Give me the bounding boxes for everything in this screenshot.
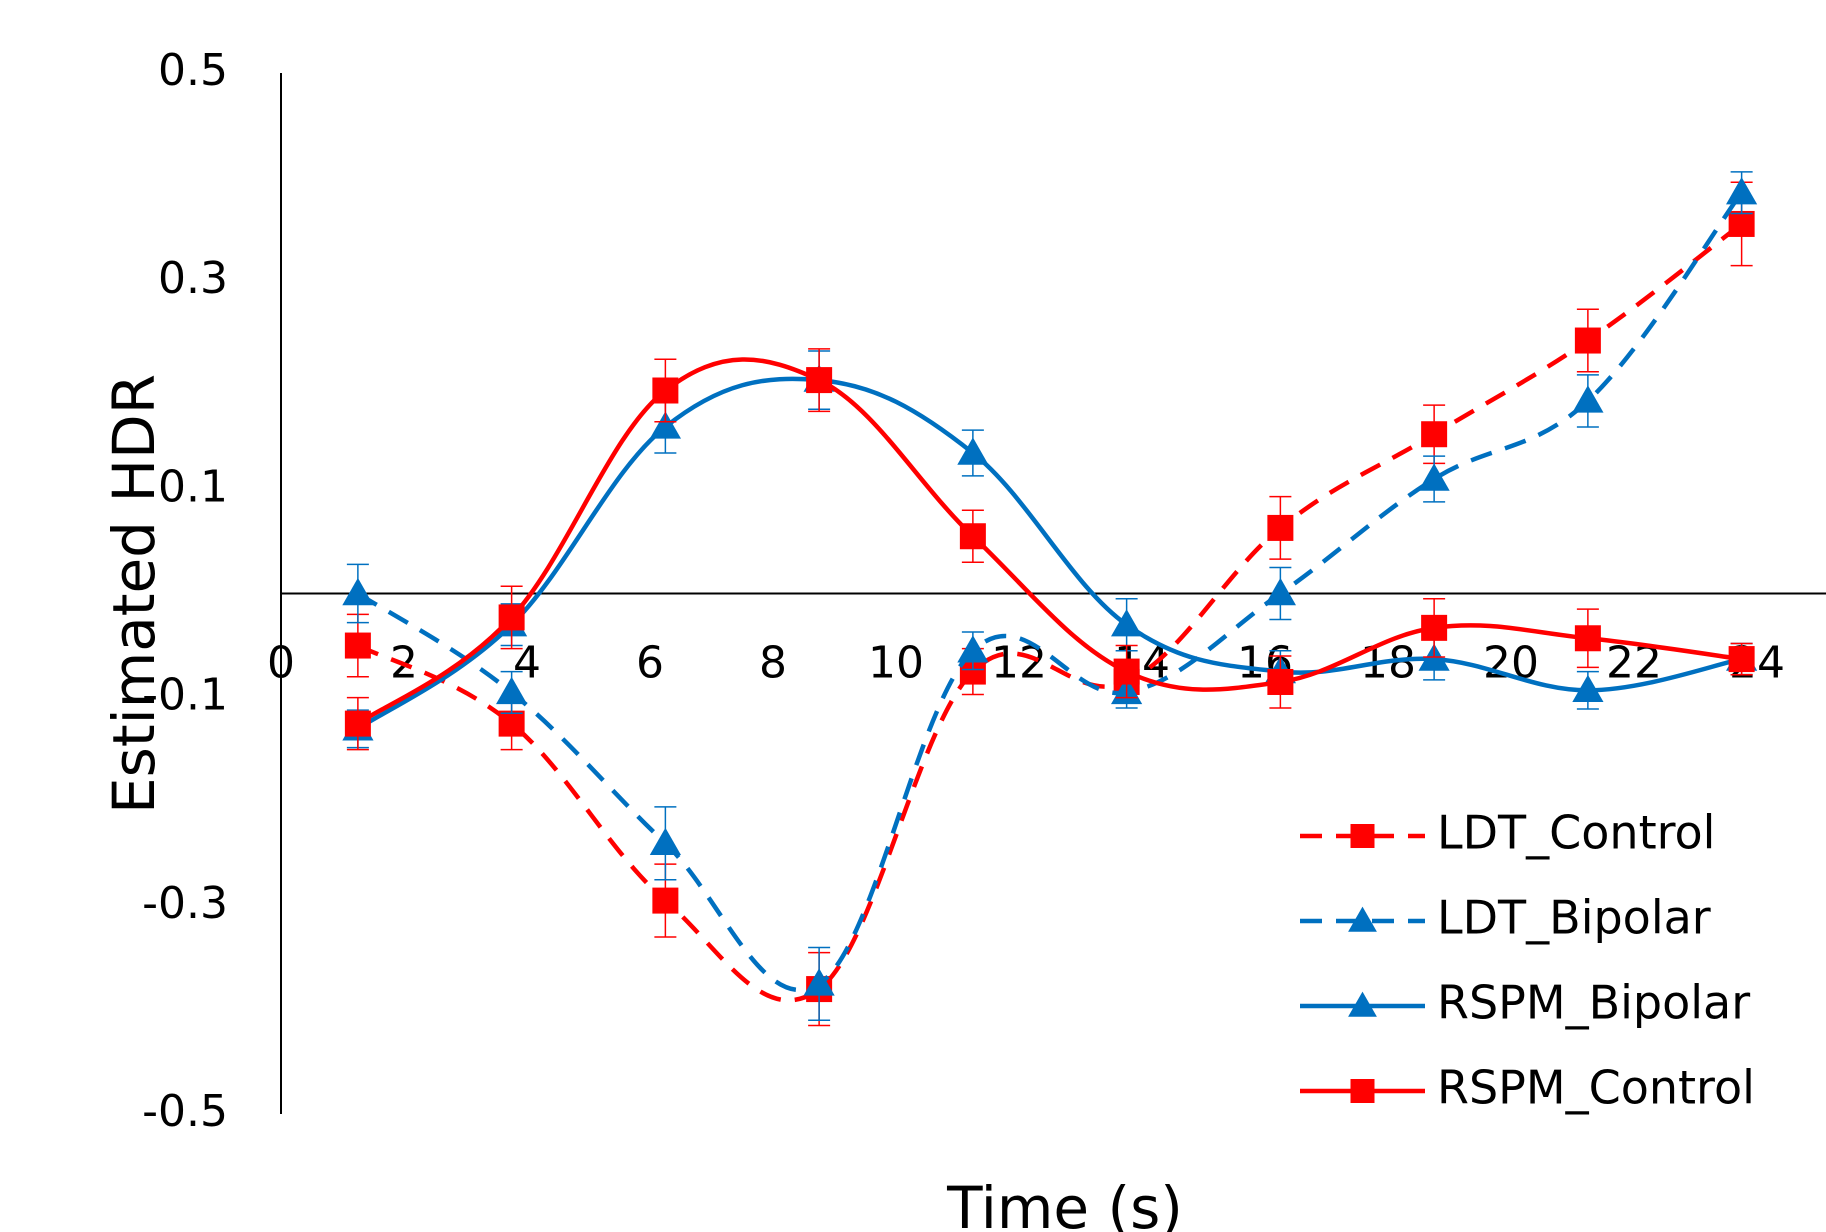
y-tick-label: 0.1	[158, 461, 228, 512]
series-line-rspm-control	[356, 357, 1742, 726]
data-point-ldt-control	[652, 887, 679, 914]
legend-item-rspm-control: RSPM_Control	[1300, 1061, 1755, 1115]
legend: LDT_Control LDT_Bipolar RSPM_Bipolar RSPM_C…	[1300, 806, 1755, 1115]
series-layer	[342, 171, 1758, 1027]
x-tick-label: 0	[267, 638, 295, 689]
data-point-rspm-control	[498, 604, 525, 631]
data-point-rspm-control	[1574, 625, 1601, 652]
y-tick-label: 0.5	[158, 45, 228, 96]
series-rspm-bipolar	[342, 350, 1758, 749]
data-point-ldt-control	[1267, 514, 1294, 541]
data-point-ldt-control	[1421, 421, 1448, 448]
legend-label: RSPM_Control	[1437, 1061, 1755, 1115]
legend-item-rspm-bipolar: RSPM_Bipolar	[1300, 976, 1750, 1030]
data-point-ldt-bipolar	[803, 968, 835, 996]
legend-swatch-marker	[1348, 906, 1377, 932]
legend-label: LDT_Control	[1437, 806, 1715, 860]
x-tick-label: 12	[991, 638, 1047, 689]
legend-item-ldt-bipolar: LDT_Bipolar	[1300, 891, 1711, 945]
x-axis-title: Time (s)	[946, 1174, 1183, 1232]
series-line-ldt-control	[356, 222, 1743, 1003]
y-tick-label: -0.3	[142, 878, 228, 929]
data-point-rspm-control	[1267, 668, 1294, 695]
data-point-rspm-control	[959, 523, 986, 550]
series-rspm-control	[344, 348, 1755, 751]
x-tick-label: 10	[868, 638, 924, 689]
data-point-rspm-control	[1728, 646, 1755, 673]
legend-label: LDT_Bipolar	[1437, 891, 1711, 945]
legend-swatch-marker	[1350, 824, 1375, 848]
data-point-ldt-control	[344, 632, 371, 659]
data-point-rspm-bipolar	[957, 437, 989, 465]
data-point-rspm-control	[1421, 614, 1448, 641]
data-point-rspm-bipolar	[1572, 674, 1604, 702]
data-point-ldt-control	[498, 710, 525, 737]
x-tick-label: 8	[759, 638, 787, 689]
data-point-ldt-bipolar	[496, 676, 528, 705]
data-point-rspm-control	[652, 377, 679, 404]
data-point-ldt-bipolar	[1264, 577, 1296, 606]
y-tick-label: 0.3	[158, 253, 228, 304]
legend-swatch-marker	[1350, 1079, 1375, 1103]
data-point-ldt-control	[1728, 210, 1755, 237]
data-point-ldt-bipolar	[1418, 463, 1450, 491]
x-tick-label: 6	[636, 638, 664, 689]
data-point-rspm-bipolar	[649, 411, 681, 439]
data-point-rspm-control	[1113, 658, 1140, 685]
series-ldt-bipolar	[342, 171, 1758, 1022]
axes	[280, 73, 1826, 1114]
data-point-ldt-bipolar	[1726, 177, 1758, 205]
data-point-rspm-bipolar	[1111, 609, 1143, 637]
data-point-ldt-bipolar	[649, 827, 681, 855]
data-point-ldt-bipolar	[957, 635, 989, 663]
series-line-rspm-bipolar	[356, 376, 1743, 731]
data-point-ldt-bipolar	[342, 577, 374, 606]
data-point-ldt-bipolar	[1572, 385, 1604, 413]
legend-item-ldt-control: LDT_Control	[1300, 806, 1715, 860]
data-point-rspm-control	[344, 710, 371, 737]
legend-swatch-marker	[1348, 991, 1377, 1017]
y-tick-labels: -0.5 -0.3 -0.1 0.1 0.3 0.5	[142, 45, 228, 1137]
y-axis-title: Estimated HDR	[100, 374, 168, 814]
y-tick-label: -0.5	[142, 1086, 228, 1137]
y-tick-label: -0.1	[142, 670, 228, 721]
legend-label: RSPM_Bipolar	[1437, 976, 1750, 1030]
data-point-rspm-control	[806, 367, 833, 394]
data-point-ldt-control	[1574, 327, 1601, 354]
series-line-ldt-bipolar	[356, 191, 1744, 993]
